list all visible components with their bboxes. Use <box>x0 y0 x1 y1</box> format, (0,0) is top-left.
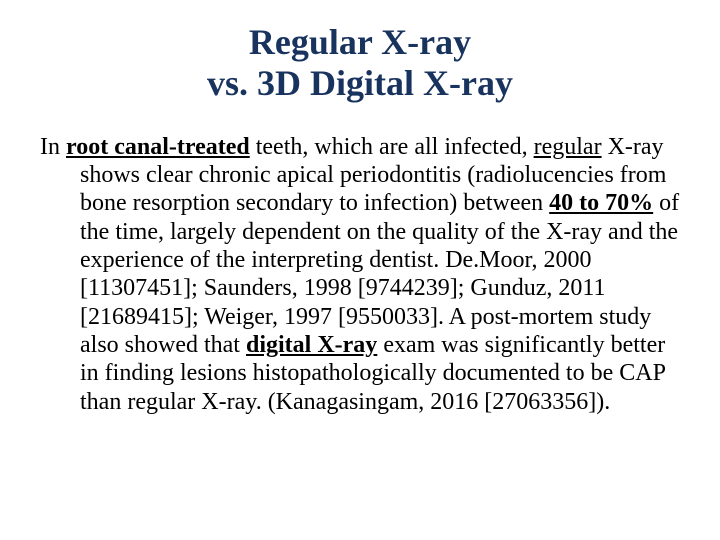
slide: Regular X-ray vs. 3D Digital X-ray In ro… <box>0 0 720 540</box>
emphasis-root-canal-treated: root canal-treated <box>66 134 250 160</box>
text-run: In <box>40 134 66 160</box>
title-line-2: vs. 3D Digital X-ray <box>40 63 680 104</box>
text-run: teeth, which are all infected, <box>250 134 534 160</box>
emphasis-percentage: 40 to 70% <box>549 190 653 216</box>
body-paragraph: In root canal-treated teeth, which are a… <box>40 133 680 416</box>
title-line-1: Regular X-ray <box>40 22 680 63</box>
emphasis-digital-xray: digital X-ray <box>246 332 377 358</box>
emphasis-regular: regular <box>534 134 602 160</box>
slide-title: Regular X-ray vs. 3D Digital X-ray <box>40 22 680 105</box>
